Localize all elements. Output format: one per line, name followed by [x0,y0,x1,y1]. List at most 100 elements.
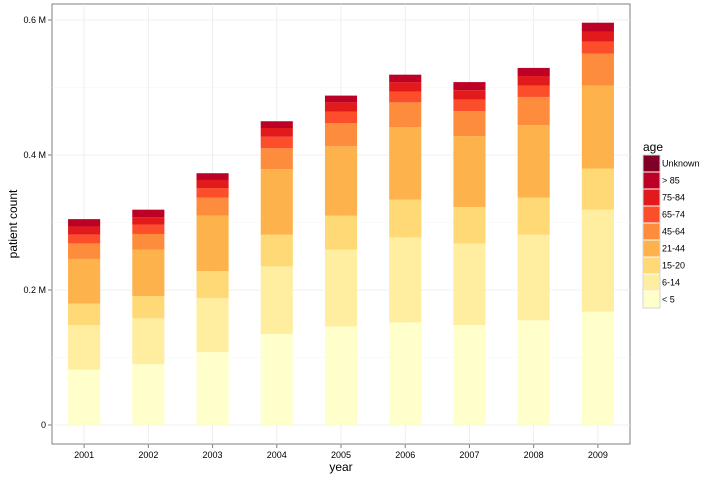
bar-segment [389,199,422,238]
bar-segment [324,146,358,216]
bar-segment [324,111,358,124]
legend-key [642,256,661,275]
legend-key [642,273,661,292]
bar-segment [581,41,614,54]
y-axis-title: patient count [6,189,20,258]
bar-segment [389,102,422,128]
bar-segment [517,96,550,126]
bar-segment [260,234,293,267]
y-axis-ticks: 0 0.2 M 0.4 M 0.6 M [23,15,52,430]
legend-box-outline [642,154,661,309]
bar-segment [196,197,229,216]
legend-key [642,239,661,258]
bar-segment [68,303,101,326]
bar-segment [68,226,101,235]
bar-segment [453,82,486,91]
bar-segment [132,224,165,234]
bar-segment [324,326,358,425]
bar-segment [68,369,101,425]
bar-segment [132,233,165,250]
legend-label: 15-20 [662,261,685,271]
bar-segment [260,148,293,170]
bar-segment [324,102,358,112]
legend-key [642,222,661,241]
bar-segment [517,320,550,425]
bar-segment [260,136,293,149]
legend-key [642,154,661,173]
bar-segment [68,258,101,304]
x-tick-label: 2007 [459,450,479,460]
bar-segment [581,31,614,42]
bar-segment [196,271,229,299]
bar-segment [324,123,358,147]
y-tick-label: 0.4 M [23,150,46,160]
bar-segment [581,209,614,312]
bar-segment [517,85,550,97]
bar-segment [260,333,293,425]
legend-label: Unknown [662,159,700,169]
bar-segment [389,82,422,92]
x-axis-title: year [329,460,352,474]
bar-segment [196,352,229,425]
x-axis-ticks: 2001 2002 2003 2004 2005 2006 2007 2008 2009 [74,444,608,460]
bar-segment [132,217,165,225]
legend-key [642,205,661,224]
bar-segment [453,136,486,207]
bar-segment [581,85,614,169]
bars [68,22,614,425]
legend-label: 75-84 [662,193,685,203]
bar-segment [453,243,486,326]
bar-segment [324,95,358,103]
legend-title: age [643,140,663,154]
bar-segment [260,169,293,235]
x-tick-label: 2003 [203,450,223,460]
bar-segment [68,325,101,370]
bar-segment [132,318,165,365]
bar-segment [517,197,550,235]
bar-segment [581,53,614,86]
bar-segment [389,127,422,200]
x-tick-label: 2006 [395,450,415,460]
bar-segment [389,322,422,425]
legend-key [642,171,661,190]
legend-label: 65-74 [662,210,685,220]
bar-segment [453,325,486,425]
x-tick-label: 2002 [138,450,158,460]
legend-label: 21-44 [662,244,685,254]
x-tick-label: 2001 [74,450,94,460]
bar-segment [196,188,229,198]
bar-segment [196,298,229,353]
bar-segment [389,74,422,83]
legend-label: < 5 [662,295,675,305]
bar-segment [517,67,550,77]
legend-label: 45-64 [662,227,685,237]
bar-segment [453,90,486,100]
bar-segment [68,234,101,244]
bar-segment [196,179,229,189]
x-tick-label: 2004 [267,450,287,460]
legend-label: > 85 [662,176,680,186]
bar-segment [324,215,358,250]
y-tick-label: 0.6 M [23,15,46,25]
bar-segment [132,296,165,319]
legend-key [642,188,661,207]
bar-segment [324,249,358,327]
bar-segment [68,243,101,259]
legend-label: 6-14 [662,278,680,288]
x-tick-label: 2005 [331,450,351,460]
bar-segment [132,249,165,297]
bar-segment [389,91,422,103]
y-tick-label: 0.2 M [23,285,46,295]
bar-segment [517,76,550,86]
bar-segment [389,237,422,323]
bar-segment [581,168,614,210]
legend: Unknown > 85 75-84 65-74 45-64 21-44 15-20 6-14… [642,154,700,309]
bar-segment [517,234,550,321]
bar-segment [132,209,165,218]
bar-segment [453,206,486,244]
bar-segment [260,121,293,128]
bar-segment [453,99,486,112]
y-tick-label: 0 [41,420,46,430]
x-tick-label: 2008 [524,450,544,460]
